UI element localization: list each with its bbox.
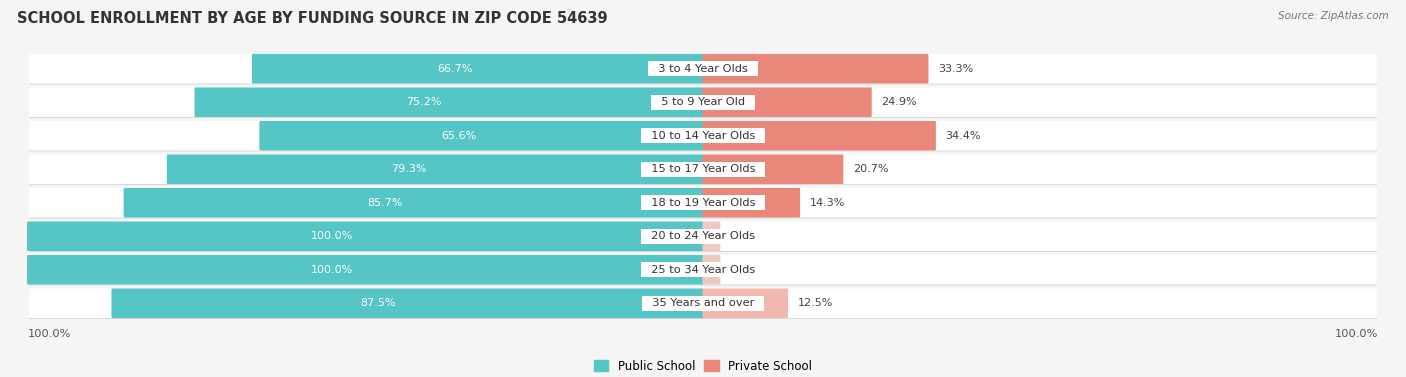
FancyBboxPatch shape	[703, 121, 936, 150]
FancyBboxPatch shape	[30, 54, 1376, 83]
FancyBboxPatch shape	[124, 188, 703, 218]
Text: 100.0%: 100.0%	[1336, 329, 1378, 339]
Text: 25 to 34 Year Olds: 25 to 34 Year Olds	[644, 265, 762, 275]
Text: 35 Years and over: 35 Years and over	[645, 298, 761, 308]
FancyBboxPatch shape	[703, 54, 928, 83]
Text: 34.4%: 34.4%	[945, 131, 981, 141]
Text: 79.3%: 79.3%	[391, 164, 426, 174]
FancyBboxPatch shape	[30, 222, 1376, 252]
FancyBboxPatch shape	[30, 55, 1376, 84]
Text: 5 to 9 Year Old: 5 to 9 Year Old	[654, 97, 752, 107]
FancyBboxPatch shape	[252, 54, 703, 83]
Text: 14.3%: 14.3%	[810, 198, 845, 208]
FancyBboxPatch shape	[703, 222, 720, 251]
Text: 66.7%: 66.7%	[437, 64, 472, 74]
FancyBboxPatch shape	[30, 155, 1376, 184]
FancyBboxPatch shape	[703, 188, 800, 218]
Text: Source: ZipAtlas.com: Source: ZipAtlas.com	[1278, 11, 1389, 21]
FancyBboxPatch shape	[30, 89, 1376, 118]
Text: 100.0%: 100.0%	[28, 329, 70, 339]
Text: 100.0%: 100.0%	[311, 265, 353, 275]
Text: 15 to 17 Year Olds: 15 to 17 Year Olds	[644, 164, 762, 174]
FancyBboxPatch shape	[703, 255, 720, 285]
Legend: Public School, Private School: Public School, Private School	[589, 355, 817, 377]
FancyBboxPatch shape	[30, 122, 1376, 152]
FancyBboxPatch shape	[703, 155, 844, 184]
Text: 100.0%: 100.0%	[311, 231, 353, 241]
FancyBboxPatch shape	[27, 222, 703, 251]
Text: 0.0%: 0.0%	[730, 231, 758, 241]
Text: 75.2%: 75.2%	[406, 97, 441, 107]
Text: 33.3%: 33.3%	[938, 64, 973, 74]
FancyBboxPatch shape	[30, 87, 1376, 117]
FancyBboxPatch shape	[703, 87, 872, 117]
FancyBboxPatch shape	[167, 155, 703, 184]
FancyBboxPatch shape	[259, 121, 703, 150]
Text: 18 to 19 Year Olds: 18 to 19 Year Olds	[644, 198, 762, 208]
FancyBboxPatch shape	[30, 290, 1376, 319]
Text: 20.7%: 20.7%	[853, 164, 889, 174]
FancyBboxPatch shape	[30, 121, 1376, 150]
FancyBboxPatch shape	[703, 288, 787, 318]
FancyBboxPatch shape	[27, 255, 703, 285]
FancyBboxPatch shape	[30, 222, 1376, 251]
Text: 0.0%: 0.0%	[730, 265, 758, 275]
Text: 20 to 24 Year Olds: 20 to 24 Year Olds	[644, 231, 762, 241]
Text: 10 to 14 Year Olds: 10 to 14 Year Olds	[644, 131, 762, 141]
Text: 24.9%: 24.9%	[882, 97, 917, 107]
Text: 65.6%: 65.6%	[441, 131, 477, 141]
Text: 12.5%: 12.5%	[797, 298, 832, 308]
FancyBboxPatch shape	[194, 87, 703, 117]
FancyBboxPatch shape	[30, 189, 1376, 219]
Text: 3 to 4 Year Olds: 3 to 4 Year Olds	[651, 64, 755, 74]
FancyBboxPatch shape	[30, 288, 1376, 318]
FancyBboxPatch shape	[30, 188, 1376, 218]
Text: SCHOOL ENROLLMENT BY AGE BY FUNDING SOURCE IN ZIP CODE 54639: SCHOOL ENROLLMENT BY AGE BY FUNDING SOUR…	[17, 11, 607, 26]
Text: 87.5%: 87.5%	[360, 298, 395, 308]
FancyBboxPatch shape	[30, 255, 1376, 285]
FancyBboxPatch shape	[111, 288, 703, 318]
Text: 85.7%: 85.7%	[367, 198, 402, 208]
FancyBboxPatch shape	[30, 155, 1376, 185]
FancyBboxPatch shape	[30, 256, 1376, 285]
